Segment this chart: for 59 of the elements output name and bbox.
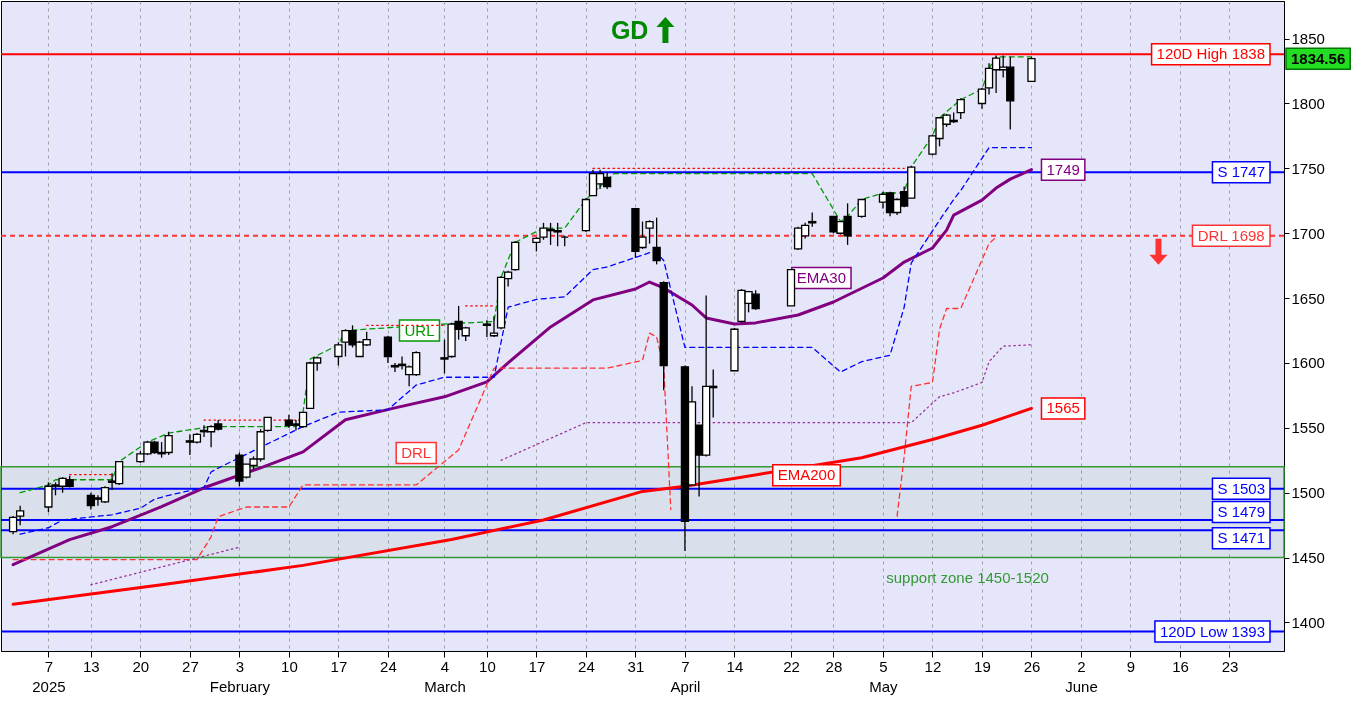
data-label: 1565 (1046, 399, 1080, 417)
series-label: EMA30 (796, 269, 847, 286)
candlestick (1027, 56, 1036, 83)
candlestick (956, 97, 965, 120)
x-tick-label: 31 (627, 657, 645, 675)
series-label: DRL (401, 443, 432, 461)
candlestick (652, 217, 661, 266)
y-tick-label: 1400 (1291, 613, 1325, 631)
x-tick-label: 13 (83, 657, 100, 675)
x-tick-label: 10 (281, 657, 298, 675)
x-tick-label: 14 (726, 657, 744, 675)
x-tick-label: 17 (330, 657, 348, 675)
x-tick-label: 4 March (424, 657, 466, 695)
x-tick-label: 2 June (1065, 657, 1098, 695)
band-label: support zone 1450-1520 (886, 568, 1049, 586)
x-tick-label: 24 (578, 657, 595, 675)
annotation: GD (610, 16, 649, 44)
x-tick-label: 28 (825, 657, 843, 675)
candlestick (645, 219, 654, 245)
y-tick-label: 1700 (1291, 224, 1325, 242)
x-tick-label: 9 (1126, 657, 1136, 675)
x-tick-label: 20 (132, 657, 150, 675)
y-tick-label: 1850 (1291, 30, 1325, 48)
candlestick (857, 198, 866, 219)
ref-line-label: 120D Low 1393 (1159, 622, 1266, 640)
ref-line-label: S 1747 (1217, 163, 1265, 181)
x-tick-label: 16 (1172, 657, 1189, 675)
y-tick-label: 1550 (1291, 419, 1325, 437)
x-tick-label: 5 May (869, 657, 899, 695)
x-tick-label: 22 (783, 657, 800, 675)
x-tick-label: 7 April (670, 657, 701, 695)
candlestick (489, 315, 499, 338)
x-tick-label: 23 (1221, 657, 1239, 675)
ref-line-label: S 1503 (1217, 479, 1265, 497)
x-tick-label: 24 (380, 657, 397, 675)
data-label: 1749 (1046, 160, 1080, 178)
ref-line-label: DRL 1698 (1197, 226, 1265, 244)
y-tick-label: 1650 (1291, 289, 1325, 307)
x-tick-label: 7 2025 (32, 657, 66, 695)
ref-line-label: S 1471 (1217, 529, 1265, 547)
x-tick-label: 17 (528, 657, 546, 675)
y-tick-label: 1600 (1291, 354, 1325, 372)
x-tick-label: 27 (182, 657, 199, 675)
ref-line-label: S 1479 (1217, 502, 1265, 520)
x-tick-label: 19 (974, 657, 991, 675)
series-label: URL (404, 321, 435, 339)
candlestick (383, 335, 393, 364)
x-tick-label: 12 (924, 657, 942, 675)
x-tick-label: 10 (479, 657, 496, 675)
x-tick-label: 3 February (209, 657, 271, 695)
series-label: EMA200 (777, 466, 836, 484)
y-tick-label: 1750 (1291, 159, 1325, 177)
x-tick-label: 26 (1023, 657, 1041, 675)
y-tick-label: 1450 (1291, 549, 1325, 567)
y-tick-label: 1500 (1291, 484, 1325, 502)
text: 1834.56 (1290, 49, 1346, 67)
y-tick-label: 1800 (1291, 95, 1325, 112)
ref-line-label: 120D High 1838 (1156, 45, 1265, 63)
candlestick (482, 319, 492, 338)
